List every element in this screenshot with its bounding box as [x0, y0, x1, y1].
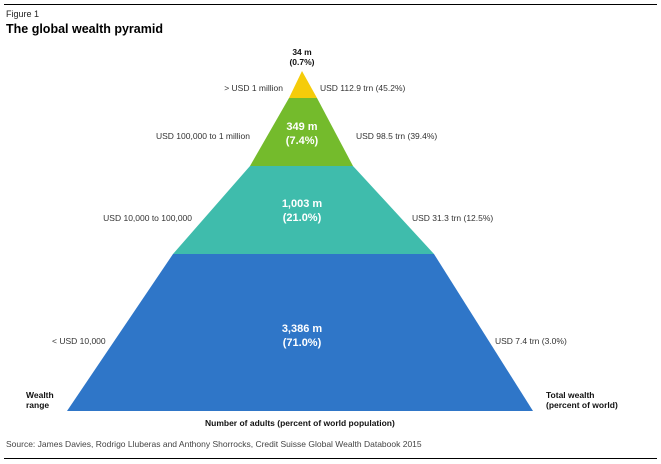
wealth-range-axis-label: Wealth range — [26, 390, 54, 410]
tier-2-total-wealth: USD 98.5 trn (39.4%) — [356, 131, 438, 141]
tier-2-wealth-range: USD 100,000 to 1 million — [155, 131, 250, 141]
tier-4-total-wealth: USD 7.4 trn (3.0%) — [495, 336, 567, 346]
tier-4-adults: 3,386 m — [281, 323, 323, 335]
total-wealth-label-line2: (percent of world) — [546, 400, 618, 410]
figure-label: Figure 1 — [6, 9, 40, 19]
tier-top-adults-label: 34 m (0.7%) — [272, 47, 332, 67]
tier-2-adults: 349 m — [286, 121, 318, 133]
tier-2-share: (7.4%) — [285, 135, 319, 147]
tier-4-share: (71.0%) — [282, 337, 322, 349]
total-wealth-label-line1: Total wealth — [546, 390, 595, 400]
tier-3-adults: 1,003 m — [281, 198, 323, 210]
wealth-range-label-line2: range — [26, 400, 50, 410]
total-wealth-axis-label: Total wealth (percent of world) — [546, 390, 618, 410]
tier-3-wealth-range: USD 10,000 to 100,000 — [103, 213, 192, 223]
pyramid-tier-100k-1m — [250, 98, 353, 166]
pyramid-tier-10k-100k — [173, 166, 434, 254]
top-rule — [4, 4, 657, 5]
tier-top-adults: 34 m — [292, 47, 312, 57]
adults-axis-caption: Number of adults (percent of world popul… — [205, 418, 395, 428]
tier-2-adults-label: 349 m (7.4%) — [262, 120, 342, 148]
tier-top-wealth-range: > USD 1 million — [224, 83, 283, 93]
tier-4-adults-label: 3,386 m (71.0%) — [252, 322, 352, 350]
tier-top-share: (0.7%) — [289, 57, 315, 67]
pyramid-tier-millionaires — [289, 71, 317, 98]
bottom-rule — [4, 458, 657, 459]
tier-3-share: (21.0%) — [282, 212, 322, 224]
tier-top-total-wealth: USD 112.9 trn (45.2%) — [320, 83, 406, 93]
figure-title: The global wealth pyramid — [6, 22, 163, 36]
tier-4-wealth-range: < USD 10,000 — [52, 336, 106, 346]
wealth-range-label-line1: Wealth — [26, 390, 54, 400]
pyramid-tier-under-10k — [67, 254, 533, 411]
tier-3-total-wealth: USD 31.3 trn (12.5%) — [412, 213, 494, 223]
source-note: Source: James Davies, Rodrigo Lluberas a… — [6, 439, 422, 449]
tier-3-adults-label: 1,003 m (21.0%) — [252, 197, 352, 225]
